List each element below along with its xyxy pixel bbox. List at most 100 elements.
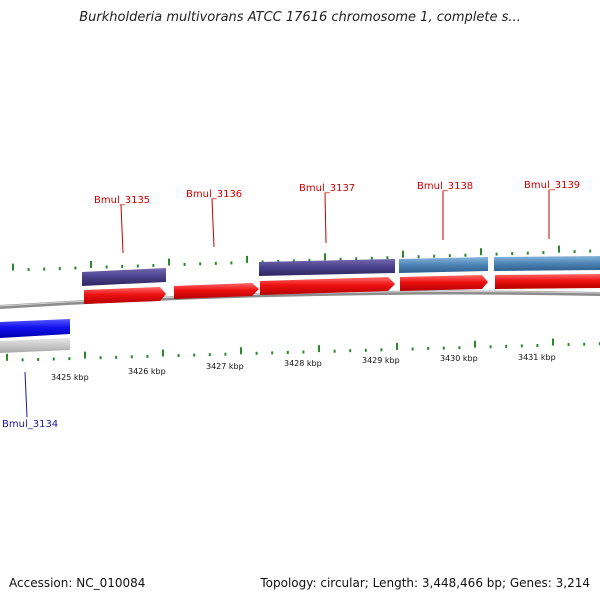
cog-bar-bmul-3134[interactable] xyxy=(0,338,70,353)
minor-tick xyxy=(177,354,180,357)
summary-text: Topology: circular; Length: 3,448,466 bp… xyxy=(260,576,590,590)
minor-tick xyxy=(130,355,133,359)
minor-tick xyxy=(526,251,529,255)
minor-tick xyxy=(99,356,102,360)
minor-tick xyxy=(52,357,55,361)
major-tick xyxy=(552,338,554,346)
cog-bar-bmul-3137[interactable] xyxy=(259,259,395,276)
major-tick xyxy=(558,245,560,253)
minor-tick xyxy=(364,348,367,352)
minor-tick xyxy=(68,357,71,361)
minor-tick xyxy=(224,352,227,356)
gene-label-bmul-3136[interactable]: Bmul_3136 xyxy=(186,189,242,200)
minor-tick xyxy=(146,354,149,358)
cog-bar-bmul-3135[interactable] xyxy=(82,268,166,286)
minor-tick xyxy=(573,250,576,254)
leader-bmul-3134 xyxy=(24,371,28,418)
minor-tick xyxy=(136,264,139,268)
gene-arrow-bmul-3139[interactable] xyxy=(495,274,600,289)
minor-tick xyxy=(433,254,436,258)
minor-tick xyxy=(542,251,545,255)
major-tick xyxy=(90,261,92,268)
minor-tick xyxy=(411,347,414,351)
major-tick xyxy=(84,351,86,359)
minor-tick xyxy=(355,257,358,261)
minor-tick xyxy=(255,351,258,355)
minor-tick xyxy=(199,262,202,266)
minor-tick xyxy=(583,342,586,346)
minor-tick xyxy=(589,249,592,253)
major-tick xyxy=(474,340,476,348)
major-tick xyxy=(324,253,326,261)
gene-label-bmul-3135[interactable]: Bmul_3135 xyxy=(94,195,150,206)
minor-tick xyxy=(495,252,498,256)
minor-tick xyxy=(74,266,77,270)
gene-arrow-bmul-3135[interactable] xyxy=(84,287,166,304)
minor-tick xyxy=(386,256,389,260)
minor-tick xyxy=(58,267,61,271)
minor-tick xyxy=(271,351,274,355)
minor-tick xyxy=(152,264,155,267)
accession-text: Accession: NC_010084 xyxy=(9,576,146,590)
gene-label-bmul-3134[interactable]: Bmul_3134 xyxy=(2,419,58,430)
minor-tick xyxy=(292,259,295,263)
minor-tick xyxy=(308,258,311,262)
kbp-label-3428: 3428 kbp xyxy=(284,359,322,368)
gene-label-bmul-3137[interactable]: Bmul_3137 xyxy=(299,183,355,194)
minor-tick xyxy=(214,261,217,265)
gene-label-bmul-3139[interactable]: Bmul_3139 xyxy=(524,180,580,191)
major-tick xyxy=(396,342,398,350)
minor-tick xyxy=(427,347,430,350)
minor-tick xyxy=(27,268,30,272)
minor-tick xyxy=(464,253,467,257)
minor-tick xyxy=(286,351,289,354)
minor-tick xyxy=(105,265,108,269)
kbp-label-3430: 3430 kbp xyxy=(440,354,478,363)
cog-bar-bmul-3139[interactable] xyxy=(494,256,600,271)
minor-tick xyxy=(448,254,451,258)
leader-bmul-3137 xyxy=(324,192,327,244)
lower-tick-marks xyxy=(6,338,600,362)
kbp-label-3426: 3426 kbp xyxy=(128,367,166,376)
minor-tick xyxy=(230,261,233,265)
minor-tick xyxy=(489,345,492,349)
kbp-label-3427: 3427 kbp xyxy=(206,362,244,371)
minor-tick xyxy=(277,259,280,263)
minor-tick xyxy=(598,342,600,346)
major-tick xyxy=(402,250,404,258)
minor-tick xyxy=(37,358,40,361)
gene-arrow-bmul-3136[interactable] xyxy=(174,283,259,299)
minor-tick xyxy=(536,344,539,347)
major-tick xyxy=(246,255,248,263)
major-tick xyxy=(12,263,14,271)
leader-bmul-3135 xyxy=(120,204,124,254)
kbp-label-3429: 3429 kbp xyxy=(362,356,400,365)
minor-tick xyxy=(115,355,118,359)
leader-bmul-3136 xyxy=(211,198,215,248)
kbp-label-3431: 3431 kbp xyxy=(518,353,556,362)
minor-tick xyxy=(121,265,124,268)
gene-arrow-bmul-3137[interactable] xyxy=(260,277,395,295)
minor-tick xyxy=(349,349,352,353)
minor-tick xyxy=(442,346,445,350)
major-tick xyxy=(6,353,8,361)
major-tick xyxy=(162,349,164,357)
minor-tick xyxy=(183,262,186,266)
major-tick xyxy=(168,258,170,266)
major-tick xyxy=(480,248,482,256)
major-tick xyxy=(240,347,242,355)
gene-label-bmul-3138[interactable]: Bmul_3138 xyxy=(417,181,473,192)
kbp-label-3425: 3425 kbp xyxy=(51,373,89,382)
minor-tick xyxy=(370,256,373,260)
gene-arrow-bmul-3138[interactable] xyxy=(400,275,488,291)
minor-tick xyxy=(567,343,570,347)
gene-arrow-bmul-3134[interactable] xyxy=(0,319,70,338)
minor-tick xyxy=(458,346,461,350)
minor-tick xyxy=(511,252,514,256)
minor-tick xyxy=(380,348,383,352)
cog-bar-bmul-3138[interactable] xyxy=(399,257,488,273)
map-title: Burkholderia multivorans ATCC 17616 chro… xyxy=(79,10,521,25)
minor-tick xyxy=(520,344,523,348)
minor-tick xyxy=(21,358,24,362)
